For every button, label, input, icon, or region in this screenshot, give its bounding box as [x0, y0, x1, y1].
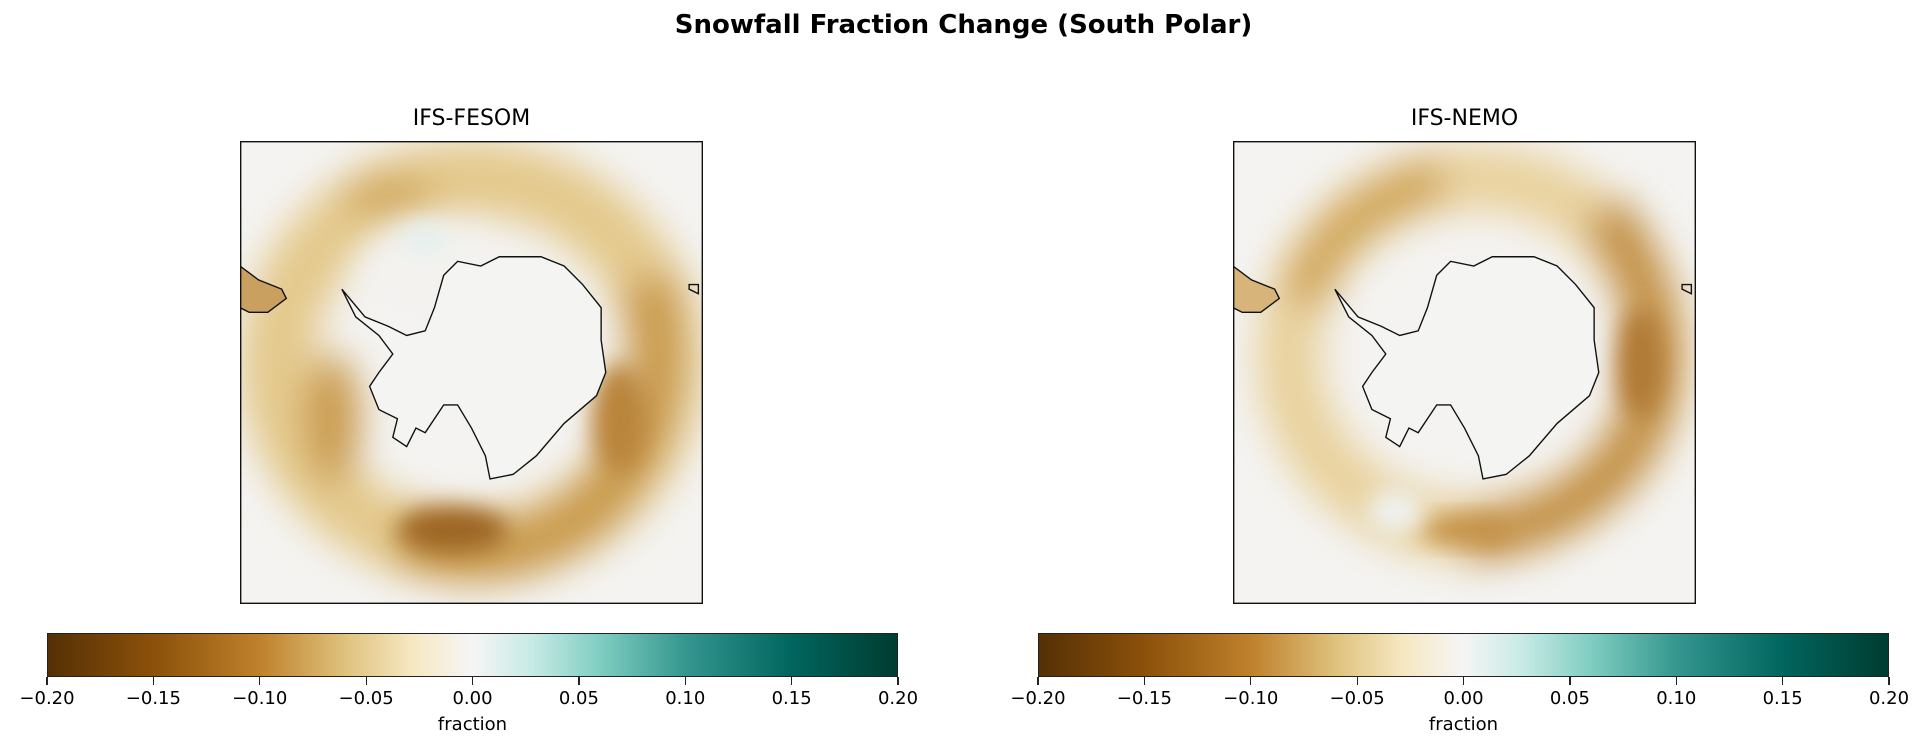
colorbar-tick [46, 677, 48, 685]
colorbar-left [47, 633, 898, 677]
colorbar-tick-label: −0.10 [1223, 688, 1279, 709]
map-ifs-fesom [240, 141, 703, 604]
colorbar-tick [365, 677, 367, 685]
colorbar-label-right: fraction [1428, 714, 1499, 735]
antarctica-coastline [1334, 256, 1600, 480]
colorbar-tick-label: 0.10 [1656, 688, 1697, 709]
colorbar-tick-label: 0.00 [452, 688, 493, 709]
colorbar-tick [1143, 677, 1146, 685]
panel-title-ifs-fesom: IFS-FESOM [412, 106, 531, 131]
colorbar-tick [897, 677, 899, 685]
colorbar-ticks-left: −0.20 −0.15 −0.10 −0.05 0.00 0.05 0.10 0.15 0.20 [19, 677, 918, 709]
colorbar-tick [578, 677, 580, 685]
island [688, 283, 700, 295]
colorbar-tick [1782, 677, 1784, 685]
antarctica-coastline [341, 256, 607, 480]
colorbar-tick [152, 677, 155, 685]
figure-title: Snowfall Fraction Change (South Polar) [674, 10, 1253, 40]
colorbar-right [1038, 633, 1889, 677]
colorbar-tick-label: 0.10 [665, 688, 706, 709]
colorbar-tick-label: −0.20 [19, 688, 75, 709]
map-ifs-nemo [1233, 141, 1696, 604]
colorbar-tick [1462, 677, 1465, 685]
colorbar-tick-label: 0.00 [1443, 688, 1484, 709]
colorbar-tick [259, 677, 261, 685]
south-america-tip [1233, 265, 1281, 314]
colorbar-tick-label: −0.05 [338, 688, 394, 709]
panel-title-ifs-nemo: IFS-NEMO [1410, 106, 1519, 131]
colorbar-tick [471, 677, 474, 685]
colorbar-label-left: fraction [437, 714, 508, 735]
colorbar-tick-label: 0.15 [771, 688, 812, 709]
colorbar-tick-label: 0.15 [1762, 688, 1803, 709]
colorbar-tick-label: −0.05 [1329, 688, 1385, 709]
map-frame [240, 141, 703, 604]
colorbar-tick [791, 677, 793, 685]
south-america-tip [240, 265, 288, 314]
colorbar-tick-label: −0.10 [232, 688, 288, 709]
colorbar-tick [1888, 677, 1890, 685]
colorbar-tick [1250, 677, 1252, 685]
colorbar-tick-label: −0.15 [125, 688, 181, 709]
colorbar-tick [1675, 677, 1677, 685]
colorbar-tick [1356, 677, 1358, 685]
colorbar-ticks-right: −0.20 −0.15 −0.10 −0.05 0.00 0.05 0.10 0.15 0.20 [1010, 677, 1909, 709]
colorbar-tick-label: 0.20 [877, 688, 919, 709]
colorbar-tick [1569, 677, 1571, 685]
island [1681, 283, 1693, 295]
colorbar-tick-label: 0.05 [1549, 688, 1590, 709]
map-frame [1233, 141, 1696, 604]
colorbar-tick [684, 677, 686, 685]
colorbar-tick-label: −0.20 [1010, 688, 1066, 709]
colorbar-tick [1037, 677, 1039, 685]
colorbar-tick-label: 0.05 [558, 688, 599, 709]
colorbar-tick-label: 0.20 [1868, 688, 1910, 709]
colorbar-tick-label: −0.15 [1116, 688, 1172, 709]
